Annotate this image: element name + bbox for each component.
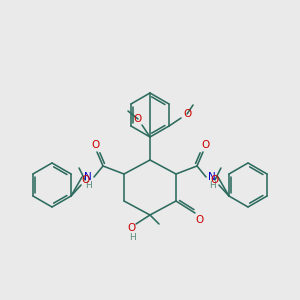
Text: O: O — [128, 223, 136, 233]
Text: O: O — [183, 109, 191, 119]
Text: N: N — [84, 172, 92, 182]
Text: O: O — [134, 114, 142, 124]
Text: H: H — [85, 182, 92, 190]
Text: O: O — [201, 140, 209, 150]
Text: O: O — [195, 215, 203, 225]
Text: H: H — [129, 232, 135, 242]
Text: H: H — [208, 182, 215, 190]
Text: N: N — [208, 172, 216, 182]
Text: O: O — [81, 175, 89, 185]
Text: O: O — [91, 140, 99, 150]
Text: O: O — [211, 175, 219, 185]
